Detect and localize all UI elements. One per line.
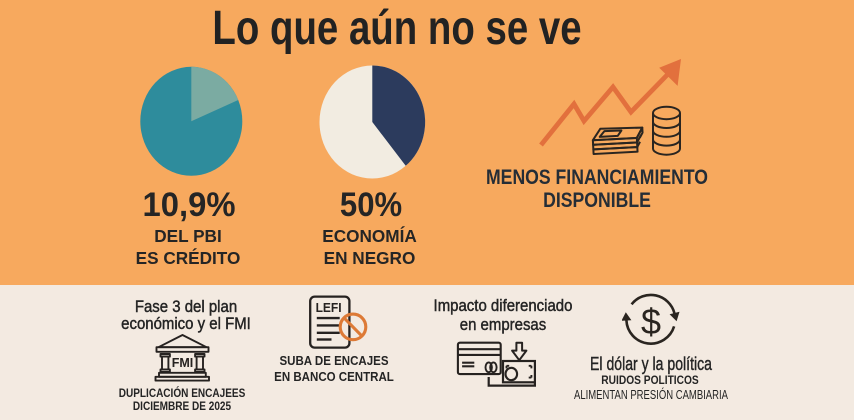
svg-text:FMI: FMI [172,356,194,370]
svg-text:LEFI: LEFI [316,300,342,315]
svg-text:$: $ [641,301,661,342]
